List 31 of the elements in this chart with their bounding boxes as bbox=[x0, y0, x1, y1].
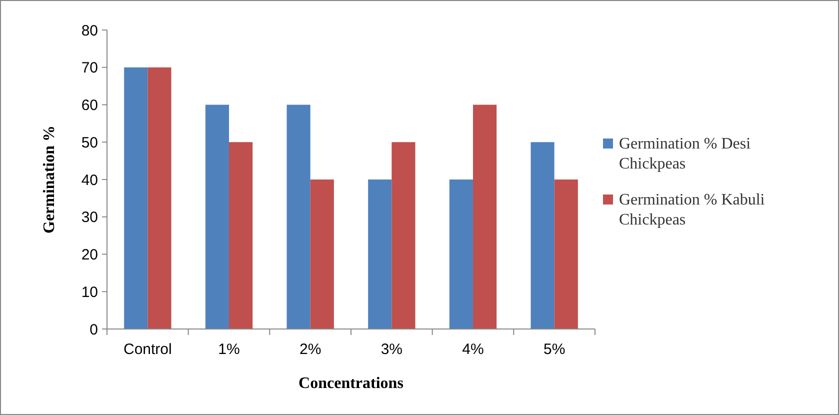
x-tick-label: 3% bbox=[380, 341, 403, 358]
bar bbox=[229, 142, 253, 329]
bar bbox=[310, 180, 334, 329]
x-tick-label: 2% bbox=[299, 341, 322, 358]
bar bbox=[368, 180, 392, 329]
y-tick-label: 80 bbox=[81, 22, 98, 40]
x-axis-title: Concentrations bbox=[298, 375, 404, 392]
x-tick-label: Control bbox=[123, 341, 172, 358]
bar bbox=[148, 67, 172, 329]
bar bbox=[473, 104, 497, 329]
y-tick-label: 60 bbox=[81, 97, 98, 114]
y-tick-label: 0 bbox=[90, 321, 98, 338]
legend-label: Germination % Desi Chickpeas bbox=[619, 136, 752, 172]
bar bbox=[449, 180, 473, 329]
bar bbox=[530, 142, 554, 329]
bar bbox=[124, 67, 148, 329]
bar bbox=[205, 104, 229, 329]
y-tick-label: 20 bbox=[81, 246, 98, 264]
y-tick-label: 70 bbox=[81, 60, 98, 77]
y-tick-label: 10 bbox=[81, 284, 98, 301]
bar bbox=[554, 180, 578, 329]
y-tick-label: 30 bbox=[81, 209, 98, 226]
bar bbox=[286, 104, 310, 329]
x-tick-label: 5% bbox=[543, 341, 566, 358]
bar bbox=[392, 142, 416, 329]
x-tick-label: 1% bbox=[218, 341, 240, 358]
x-tick-label: 4% bbox=[462, 341, 484, 358]
legend-label: Germination % Kabuli Chickpeas bbox=[619, 192, 766, 228]
y-tick-label: 50 bbox=[81, 134, 98, 152]
y-axis-title: Germination % bbox=[41, 126, 58, 234]
y-tick-label: 40 bbox=[81, 172, 98, 189]
